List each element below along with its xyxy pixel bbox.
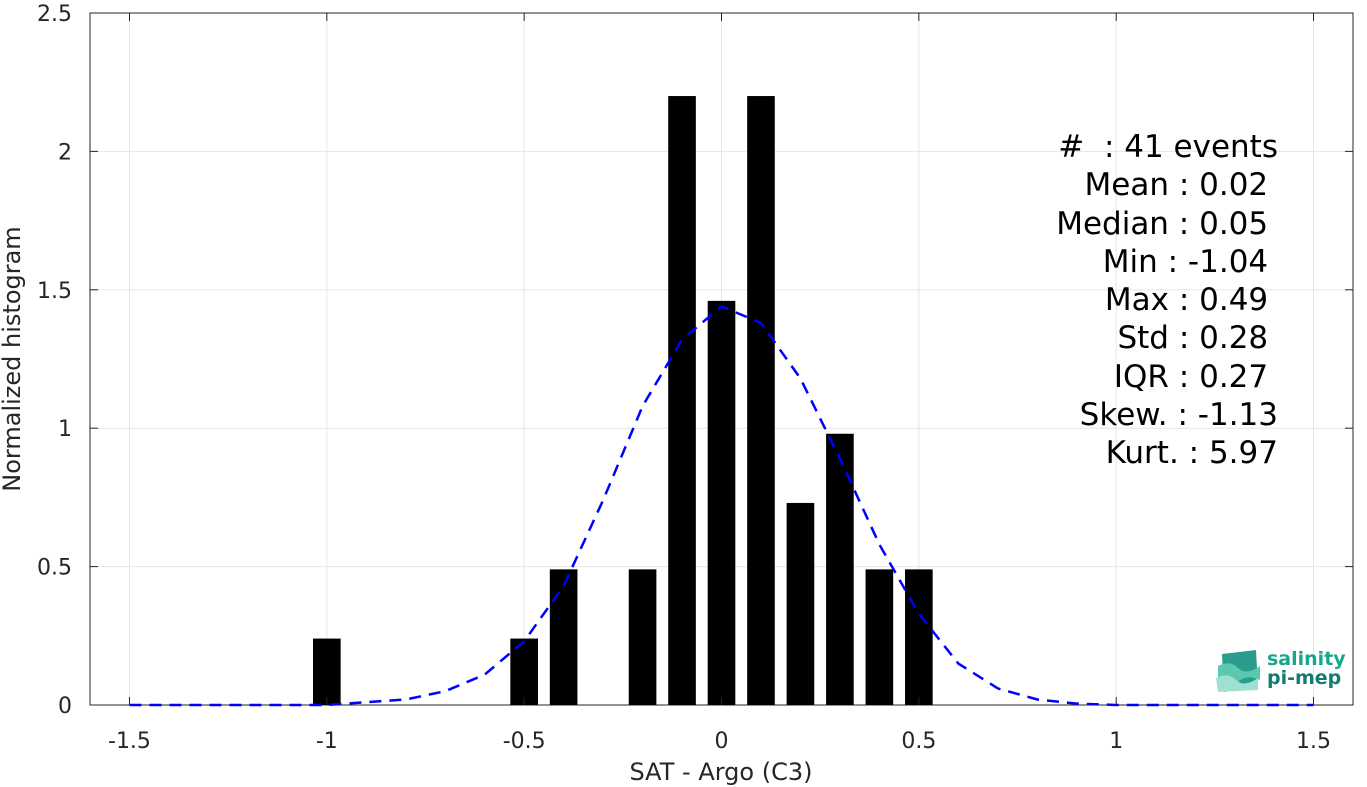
- stat-line: Median : 0.05: [1056, 205, 1278, 242]
- histogram-bar: [628, 569, 657, 705]
- y-tick-label: 1.5: [37, 279, 72, 304]
- x-tick-label: 0: [715, 729, 729, 754]
- x-tick-label: 1.5: [1296, 729, 1331, 754]
- stat-line: # : 41 events: [1058, 129, 1278, 165]
- stat-line: Std : 0.28: [1117, 320, 1278, 357]
- stat-line: Mean : 0.02: [1084, 167, 1278, 204]
- wave-logo-icon: [1216, 650, 1260, 692]
- y-tick-label: 0.5: [37, 556, 72, 581]
- stat-line: IQR : 0.27: [1113, 358, 1278, 395]
- x-tick-label: 1: [1109, 729, 1123, 754]
- stat-line: Kurt. : 5.97: [1105, 435, 1278, 472]
- y-tick-label: 2: [58, 140, 72, 165]
- histogram-bar: [905, 569, 933, 705]
- bars: [312, 96, 933, 706]
- histogram-bar: [865, 569, 894, 705]
- ticks: [90, 12, 1353, 706]
- y-tick-label: 0: [58, 694, 72, 719]
- stat-line: Min : -1.04: [1102, 243, 1278, 280]
- salinity-pi-mep-logo: salinity pi-mep: [1216, 646, 1346, 696]
- histogram-bar: [312, 638, 341, 705]
- logo-text-line1: salinity: [1267, 648, 1346, 670]
- x-tick-label: -0.5: [503, 729, 546, 754]
- stat-line: Skew. : -1.13: [1079, 397, 1278, 434]
- y-tick-label: 1: [58, 417, 72, 442]
- statistics-panel: # : 41 events Mean : 0.02 Median : 0.05 M…: [1056, 128, 1278, 473]
- histogram-bar: [668, 96, 696, 706]
- x-tick-label: 0.5: [901, 729, 936, 754]
- histogram-bar: [826, 433, 854, 705]
- logo-text-line2: pi-mep: [1267, 667, 1342, 689]
- x-tick-label: -1.5: [108, 729, 151, 754]
- histogram-bar: [747, 96, 775, 706]
- y-tick-labels: 0 0.5 1 1.5 2 2.5: [37, 2, 72, 719]
- x-axis-label: SAT - Argo (C3): [630, 758, 813, 786]
- y-tick-label: 2.5: [37, 2, 72, 27]
- x-tick-labels: -1.5 -1 -0.5 0 0.5 1 1.5: [108, 729, 1331, 754]
- y-axis-label: Normalized histogram: [0, 226, 26, 491]
- gaussian-fit-curve: [129, 304, 1314, 707]
- histogram-bar: [786, 502, 815, 705]
- stat-line: Max : 0.49: [1104, 282, 1278, 319]
- histogram-bar: [549, 569, 578, 705]
- histogram-bar: [707, 300, 736, 705]
- x-tick-label: -1: [316, 729, 338, 754]
- histogram-bar: [510, 638, 538, 705]
